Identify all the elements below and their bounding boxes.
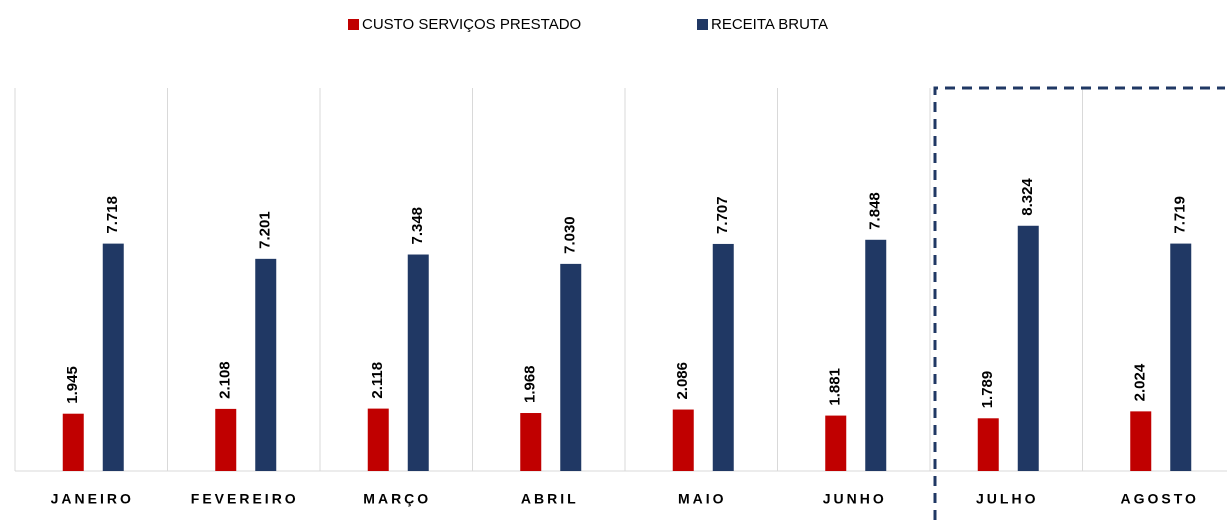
highlight-box xyxy=(933,86,1225,520)
data-label: 1.968 xyxy=(522,365,539,403)
data-label: 1.945 xyxy=(64,366,81,404)
data-label: 7.707 xyxy=(714,196,731,234)
data-label: 2.086 xyxy=(674,362,691,400)
bar xyxy=(672,409,694,471)
data-label: 2.108 xyxy=(217,361,234,399)
data-label: 2.024 xyxy=(1132,363,1149,401)
bar xyxy=(977,418,999,471)
bar xyxy=(865,239,887,471)
bar xyxy=(62,413,84,471)
x-tick-label: JULHO xyxy=(976,491,1038,507)
legend-swatch xyxy=(697,19,708,30)
x-tick-label: JUNHO xyxy=(823,491,887,507)
x-tick-label: FEVEREIRO xyxy=(191,491,299,507)
bar xyxy=(1130,411,1152,471)
legend-swatch xyxy=(348,19,359,30)
data-label: 7.718 xyxy=(104,196,121,234)
bar xyxy=(825,415,847,471)
data-label: 7.030 xyxy=(562,216,579,254)
x-tick-label: ABRIL xyxy=(521,491,579,507)
bar xyxy=(215,408,237,471)
bar xyxy=(367,408,389,471)
bar xyxy=(102,243,124,471)
data-label: 7.848 xyxy=(867,192,884,230)
bar xyxy=(255,258,277,471)
data-label: 7.348 xyxy=(409,207,426,245)
bar xyxy=(520,413,542,471)
data-label: 1.881 xyxy=(827,368,844,406)
legend-label: CUSTO SERVIÇOS PRESTADO xyxy=(362,16,581,33)
legend-label: RECEITA BRUTA xyxy=(711,16,828,33)
bar xyxy=(712,243,734,471)
x-tick-label: MAIO xyxy=(678,491,727,507)
data-label: 1.789 xyxy=(979,371,996,409)
bar xyxy=(560,263,582,471)
data-label: 8.324 xyxy=(1019,178,1036,216)
data-label: 7.201 xyxy=(257,211,274,249)
bar xyxy=(1170,243,1192,471)
x-tick-label: JANEIRO xyxy=(51,491,134,507)
x-tick-label: MARÇO xyxy=(363,491,431,507)
bar xyxy=(407,254,429,471)
data-label: 2.118 xyxy=(369,362,386,399)
x-tick-label: AGOSTO xyxy=(1121,491,1199,507)
bar xyxy=(1017,225,1039,471)
data-label: 7.719 xyxy=(1172,196,1189,234)
